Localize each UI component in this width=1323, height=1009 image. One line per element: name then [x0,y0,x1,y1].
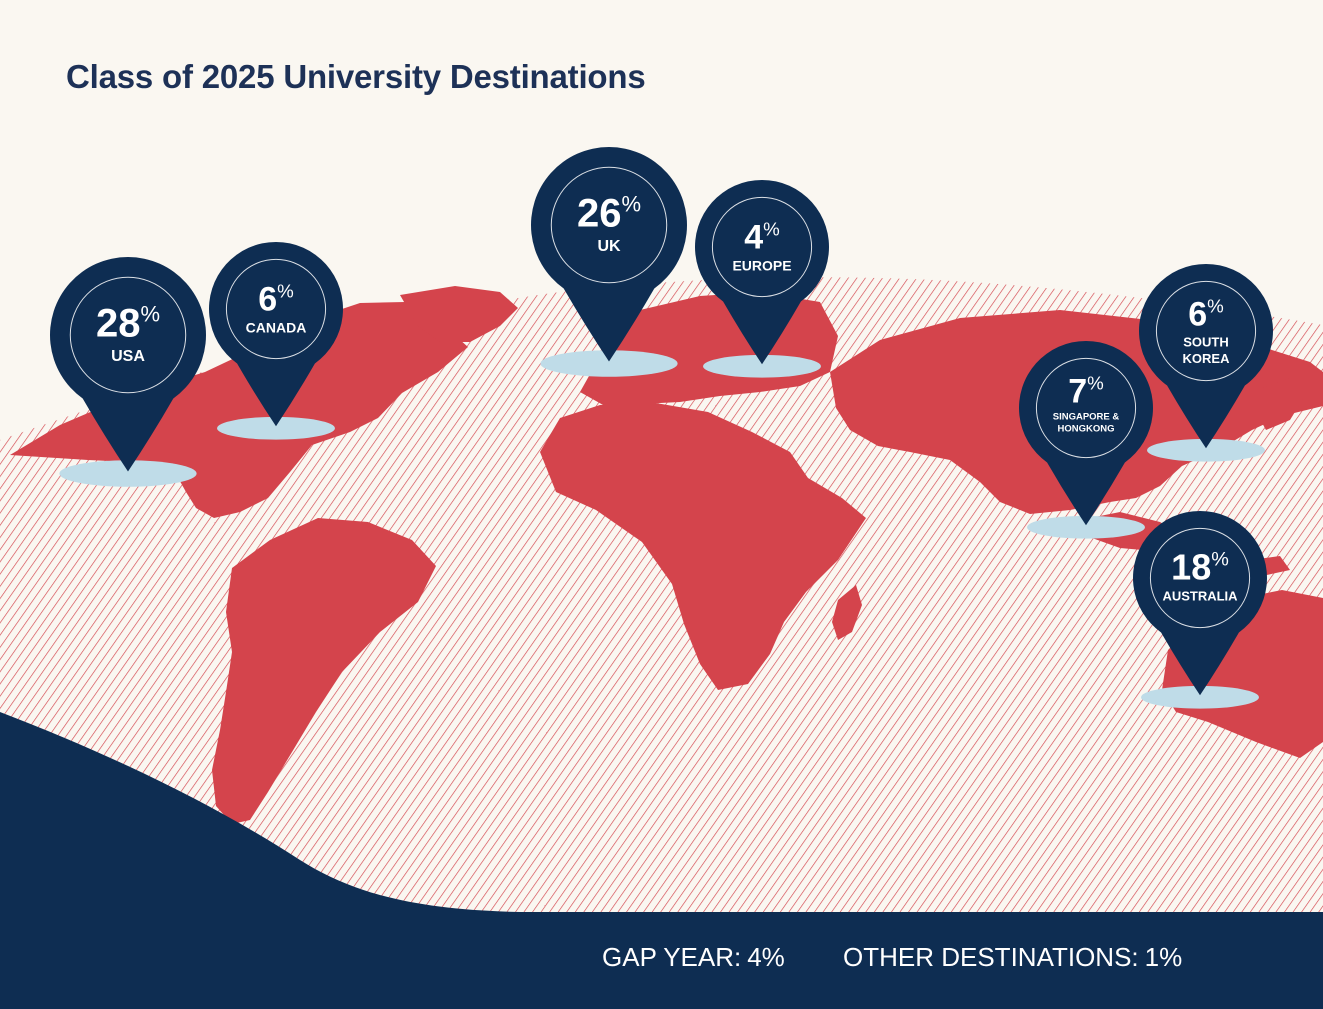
pin-label: SOUTH [1183,335,1229,350]
pin-ring [550,166,668,284]
pin-unit: % [1211,549,1229,571]
pin-shadow [59,460,197,487]
location-pin-icon [1138,263,1273,449]
page-title: Class of 2025 University Destinations [66,58,646,95]
japan [1256,378,1306,430]
pin-unit: % [621,191,641,216]
pin-uk[interactable]: 26%UK [531,147,688,377]
pin-ring [1035,357,1137,459]
pin-ring [1155,280,1257,382]
pin-label: AUSTRALIA [1162,588,1238,603]
location-pin-icon [1019,340,1154,526]
location-pin-icon [1132,510,1267,696]
madagascar [832,585,862,640]
pin-australia[interactable]: 18%AUSTRALIA [1132,510,1267,709]
other-destinations-stat: OTHER DESTINATIONS: 1% [843,937,1182,977]
pin-label: KOREA [1183,351,1231,366]
other-destinations-value: 1% [1144,942,1183,972]
pin-canada[interactable]: 6%CANADA [209,241,343,440]
location-pin-icon [209,241,343,427]
pin-shadow [217,416,335,440]
pin-label: USA [111,348,145,365]
pin-label: EUROPE [732,257,791,273]
pin-shadow [1147,438,1265,462]
pin-value: 4% [744,218,780,256]
pin-shadow [1141,685,1259,709]
pin-unit: % [763,218,780,239]
pin-label: HONGKONG [1058,423,1115,434]
pin-shadow [540,350,678,377]
pin-usa[interactable]: 28%USA [50,257,206,487]
footer-wave [0,712,1323,1009]
pin-ring [1149,527,1251,629]
pin-ring [69,276,187,394]
location-pin-icon [531,147,688,362]
pin-singapore-hongkong[interactable]: 7%SINGAPORE &HONGKONG [1019,340,1154,539]
africa [540,402,866,690]
gap-year-value: 4% [747,942,785,972]
gap-year-label: GAP YEAR: [602,942,742,972]
north-america [10,302,468,518]
other-destinations-label: OTHER DESTINATIONS: [843,942,1139,972]
greenland [400,286,518,342]
pin-unit: % [140,301,160,326]
pin-unit: % [1087,373,1104,394]
pin-unit: % [277,280,294,301]
pin-shadow [1027,515,1145,539]
pin-label: SINGAPORE & [1053,412,1120,423]
location-pin-icon [50,257,206,472]
pin-ring [225,258,327,360]
pin-europe[interactable]: 4%EUROPE [695,179,829,378]
gap-year-stat: GAP YEAR: 4% [602,937,785,977]
south-america [212,518,436,824]
pin-ring [711,196,813,298]
pin-label: CANADA [246,319,307,335]
pin-shadow [703,354,821,378]
pin-unit: % [1207,296,1224,317]
pin-label: UK [597,238,621,255]
location-pin-icon [695,179,829,365]
